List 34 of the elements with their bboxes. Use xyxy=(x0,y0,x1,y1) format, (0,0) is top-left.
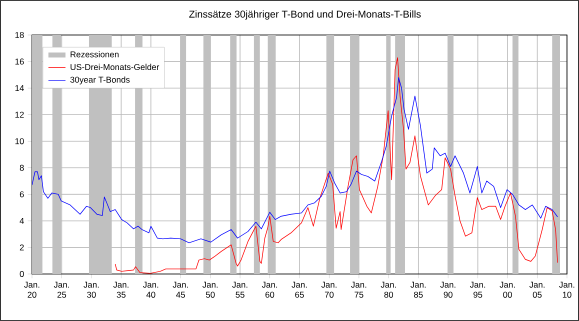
y-tick-label: 10 xyxy=(15,138,24,144)
x-tick-label: Jan. 35 xyxy=(113,282,128,298)
y-tick-label: 6 xyxy=(20,191,24,198)
x-tick-label: Jan. 20 xyxy=(24,282,40,298)
y-tick-label: 0 xyxy=(20,270,24,277)
chart-title: Zinssätze 30jähriger T-Bond und Drei-Monats-T-Bills xyxy=(189,10,421,20)
y-tick-label: 18 xyxy=(15,32,24,38)
x-tick-label: Jan. 30 xyxy=(84,282,99,298)
x-tick-label: Jan. 00 xyxy=(500,282,515,298)
y-tick-label: 16 xyxy=(15,58,24,65)
y-tick-label: 8 xyxy=(20,164,24,171)
y-tick-label: 14 xyxy=(15,85,24,92)
y-tick-label: 4 xyxy=(20,218,24,224)
x-tick-label: Jan. 65 xyxy=(292,282,307,298)
x-tick-label: Jan. 75 xyxy=(351,282,366,298)
x-tick-label: Jan. 80 xyxy=(380,282,396,298)
x-tick-label: Jan. 95 xyxy=(470,282,486,298)
y-tick-label: 2 xyxy=(20,244,24,250)
x-tick-label: Jan. 85 xyxy=(410,282,426,298)
x-tick-label: Jan. 40 xyxy=(142,282,158,298)
x-tick-label: Jan. 05 xyxy=(529,282,545,298)
x-tick-label: Jan. 90 xyxy=(440,282,456,298)
x-tick-label: Jan. 60 xyxy=(262,282,278,298)
legend-label: 30year T-Bonds xyxy=(70,76,130,84)
line-series xyxy=(32,77,558,244)
band-label: Rezessionen xyxy=(70,51,119,58)
x-tick-label: Jan. 50 xyxy=(202,282,218,298)
x-tick-label: Jan. 70 xyxy=(321,282,336,298)
x-tick-label: Jan. 10 xyxy=(559,282,574,298)
x-tick-label: Jan. 55 xyxy=(232,282,248,298)
y-tick-label: 12 xyxy=(15,112,24,118)
x-tick-label: Jan. 25 xyxy=(54,282,69,298)
legend-label: US-Drei-Monats-Gelder xyxy=(70,64,160,70)
x-tick-label: Jan. 45 xyxy=(172,282,188,298)
